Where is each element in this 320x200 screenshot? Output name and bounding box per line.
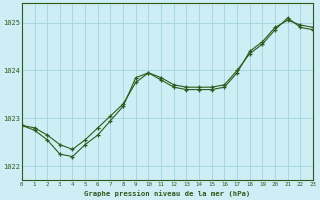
X-axis label: Graphe pression niveau de la mer (hPa): Graphe pression niveau de la mer (hPa) — [84, 190, 251, 197]
